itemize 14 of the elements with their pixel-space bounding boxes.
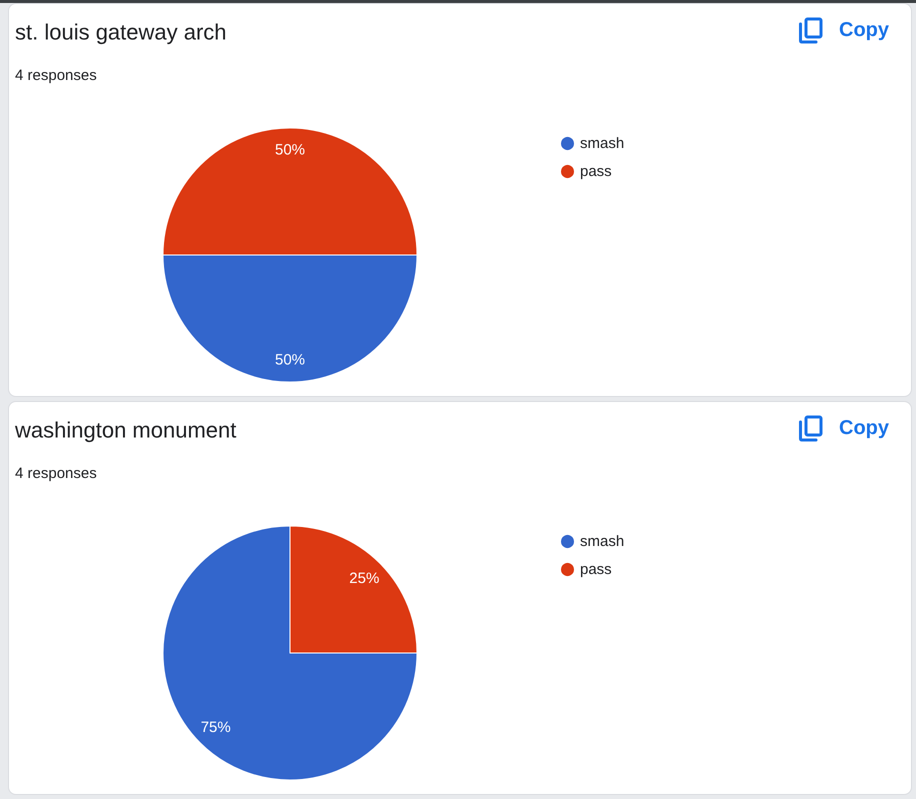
text: Copy — [839, 18, 889, 43]
data-label: 25% — [349, 570, 380, 588]
data-label: 50% — [274, 141, 306, 158]
chart-subtitle: 4 responses — [15, 465, 97, 482]
legend-label: pass — [580, 561, 612, 578]
text: Copy — [839, 416, 889, 441]
chart-subtitle: 4 responses — [15, 67, 97, 84]
legend-label: smash — [580, 135, 624, 152]
data-label: 50% — [274, 352, 306, 369]
data-label: 75% — [200, 718, 231, 736]
legend-label: pass — [580, 163, 612, 180]
legend-label: smash — [580, 533, 624, 550]
chart-title: washington monument — [14, 418, 236, 442]
chart-title: st. louis gateway arch — [15, 20, 227, 44]
